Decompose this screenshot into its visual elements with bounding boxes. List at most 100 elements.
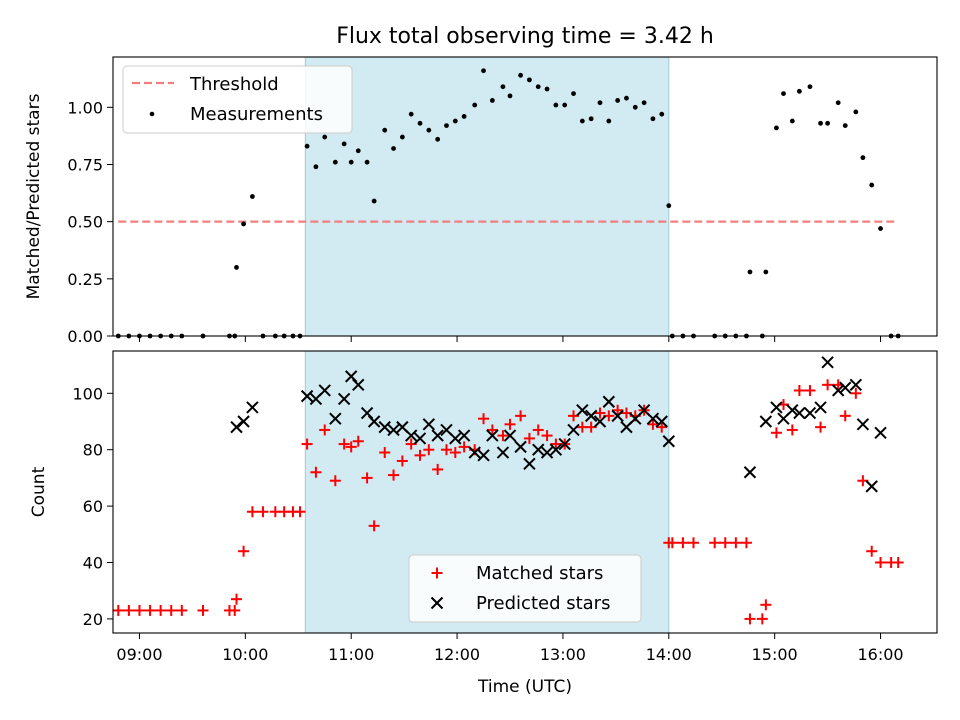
predicted-star-point	[422, 418, 436, 431]
x-tick-label: 10:00	[222, 645, 268, 664]
matched-star-point	[815, 421, 827, 433]
x-tick-label: 15:00	[752, 645, 798, 664]
predicted-star-point	[602, 395, 616, 408]
matched-star-point	[532, 424, 544, 436]
predicted-star-point	[576, 404, 589, 417]
measurement-point	[332, 159, 338, 165]
bottom-y-tick-label: 100	[72, 384, 103, 403]
measurement-point	[562, 102, 568, 108]
measurement-point	[842, 123, 848, 129]
predicted-star-point	[646, 412, 660, 425]
measurement-point	[322, 134, 328, 140]
top-y-tick-label: 0.50	[67, 213, 103, 232]
matched-star-point	[688, 537, 700, 549]
predicted-star-point	[404, 429, 418, 442]
matched-star-point	[760, 599, 772, 611]
matched-star-point	[112, 604, 124, 616]
measurement-point	[853, 109, 859, 115]
bottom-plot-frame	[112, 350, 938, 634]
matched-star-point	[414, 449, 426, 461]
matched-star-point	[449, 447, 461, 459]
matched-star-point	[740, 537, 752, 549]
predicted-stars-points	[230, 356, 887, 493]
measurement-point	[632, 104, 638, 110]
predicted-star-point	[839, 381, 852, 394]
predicted-star-point	[300, 389, 314, 403]
matched-star-point	[246, 506, 258, 518]
top-y-tick-label: 0.00	[67, 327, 103, 346]
x-axis-label: Time (UTC)	[477, 677, 572, 697]
measurement-point	[341, 141, 347, 147]
matched-star-point	[329, 475, 341, 487]
measurement-point	[818, 120, 823, 126]
predicted-star-point	[662, 435, 676, 448]
measurement-point	[544, 86, 550, 92]
matched-star-point	[238, 545, 250, 557]
predicted-star-point	[477, 449, 490, 462]
predicted-star-point	[549, 443, 563, 456]
predicted-star-point	[831, 384, 845, 397]
measurement-point	[444, 123, 449, 129]
predicted-star-point	[413, 432, 427, 445]
predicted-star-point	[743, 466, 757, 479]
predicted-star-point	[611, 409, 624, 423]
measurement-point	[371, 198, 377, 204]
predicted-star-point	[246, 401, 259, 414]
measurement-point	[304, 143, 310, 149]
matched-star-point	[804, 384, 816, 396]
matched-star-point	[730, 537, 742, 549]
measurement-point	[426, 127, 432, 133]
matched-star-point	[133, 604, 145, 616]
matched-star-point	[756, 613, 768, 625]
measurement-point	[417, 120, 423, 126]
measurement-point	[535, 84, 541, 90]
matched-star-point	[666, 537, 678, 549]
measurement-point	[869, 182, 875, 188]
predicted-star-point	[514, 440, 527, 454]
predicted-star-point	[593, 415, 607, 428]
matched-star-point	[231, 593, 243, 605]
measurement-point	[597, 100, 603, 106]
measurement-point	[825, 120, 831, 126]
predicted-star-point	[367, 415, 381, 428]
matched-star-point	[486, 424, 498, 436]
measurement-point	[435, 136, 441, 142]
matched-star-point	[144, 604, 156, 616]
matched-stars-points	[112, 379, 904, 625]
bottom-axis-ticks: 20 40 60 80 100 09:00 10:00 11:00 12:00 13:00 14:0…	[72, 384, 903, 664]
matched-star-point	[229, 604, 241, 616]
measurement-point	[348, 159, 354, 165]
matched-star-point	[892, 557, 904, 568]
x-tick-label: 14:00	[646, 645, 692, 664]
predicted-star-point	[329, 412, 342, 425]
matched-star-point	[850, 387, 862, 399]
measurement-point	[408, 111, 414, 117]
predicted-star-point	[759, 415, 773, 428]
measurement-point	[571, 91, 576, 96]
matched-star-point	[176, 604, 188, 616]
measurement-point	[489, 98, 495, 103]
predicted-star-point	[567, 423, 580, 437]
legend-predicted-label: Predicted stars	[476, 593, 610, 614]
measurement-point	[666, 203, 672, 209]
matched-star-point	[839, 410, 851, 422]
matched-star-point	[440, 444, 452, 456]
matched-star-point	[709, 537, 721, 549]
measurement-point	[391, 146, 396, 151]
measurement-point	[781, 91, 786, 96]
measurement-point	[878, 226, 883, 231]
matched-star-point	[379, 447, 391, 459]
top-y-tick-label: 1.00	[67, 98, 103, 117]
matched-star-point	[458, 441, 470, 453]
measurement-point	[807, 84, 813, 90]
predicted-star-point	[865, 480, 878, 493]
matched-star-point	[793, 384, 805, 396]
x-tick-label: 12:00	[434, 645, 480, 664]
matched-star-point	[155, 604, 167, 616]
top-y-axis-label: Matched/Predicted stars	[24, 93, 44, 299]
matched-star-point	[497, 430, 509, 442]
predicted-star-point	[352, 378, 365, 392]
top-observing-span	[304, 56, 670, 337]
predicted-star-point	[378, 420, 391, 434]
